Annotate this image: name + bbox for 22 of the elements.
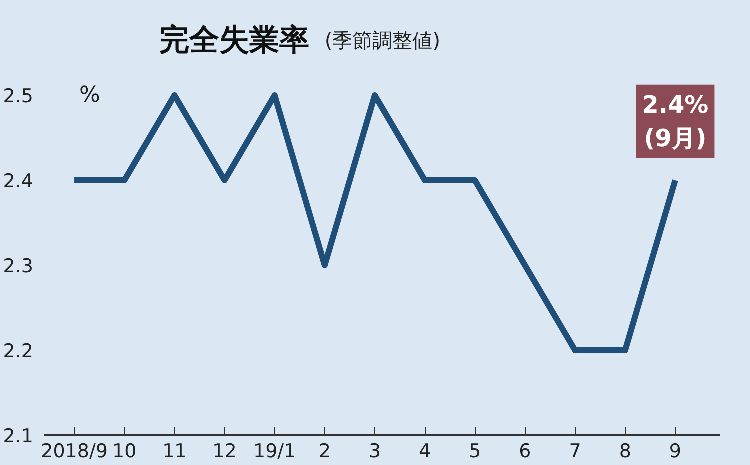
x-tick-label: 9 <box>669 440 682 462</box>
x-tick-label: 19/1 <box>254 440 296 462</box>
x-tick-label: 5 <box>469 440 482 462</box>
y-tick-label: 2.3 <box>3 256 34 278</box>
x-tick-label: 6 <box>519 440 532 462</box>
y-tick-label: 2.2 <box>3 340 34 362</box>
chart-title: 完全失業率 <box>160 22 310 58</box>
y-tick-label: 2.1 <box>3 426 34 448</box>
annotation: 2.4% (9月) <box>642 90 709 152</box>
x-tick-label: 11 <box>162 440 187 462</box>
y-tick-label: 2.4 <box>3 170 34 192</box>
y-tick-label: 2.5 <box>3 86 34 108</box>
x-tick-label: 8 <box>619 440 632 462</box>
x-tick-label: 12 <box>212 440 237 462</box>
x-tick-label: 4 <box>419 440 432 462</box>
x-tick-label: 2018/9 <box>41 440 108 462</box>
y-axis-title: % <box>80 83 100 108</box>
x-tick-label: 10 <box>112 440 137 462</box>
x-tick-label: 7 <box>569 440 582 462</box>
text: (季節調整値) <box>324 28 441 52</box>
x-tick-label: 2 <box>318 440 331 462</box>
x-tick-label: 3 <box>368 440 382 462</box>
